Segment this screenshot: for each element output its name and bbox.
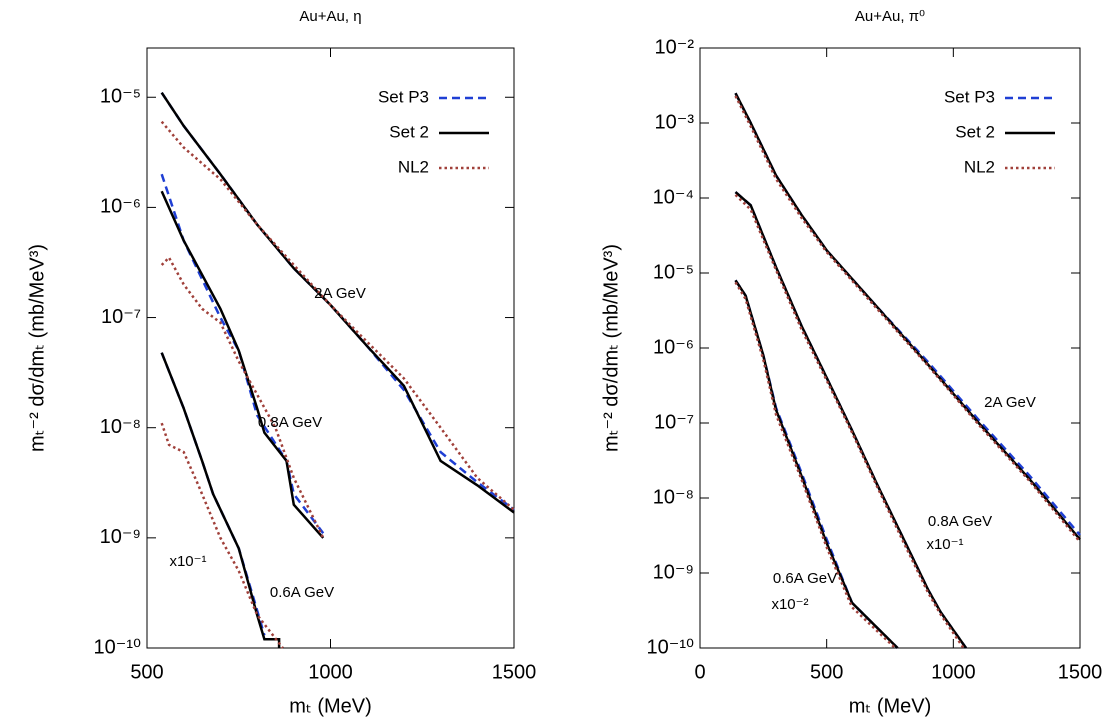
x-tick-label: 1500 [1058,661,1103,683]
data-line [160,255,325,539]
y-tick-label: 10⁻⁷ [101,306,141,328]
y-tick-label: 10⁻³ [655,111,695,133]
legend-label: Set 2 [955,122,995,141]
data-line [160,92,515,514]
data-line [734,279,899,649]
annotation: x10⁻² [771,596,808,613]
chart-title: Au+Au, η [299,8,361,25]
data-line [734,281,896,649]
y-tick-label: 10⁻² [655,36,695,58]
data-line [734,92,1081,536]
annotation: 2A GeV [314,285,366,302]
data-line [160,190,325,539]
annotation: 0.8A GeV [928,513,992,530]
y-tick-label: 10⁻⁶ [100,196,141,218]
data-line [734,191,968,649]
y-axis-label: mₜ⁻² dσ/dmₜ (mb/MeV³) [600,244,622,452]
plot-frame [146,47,515,649]
annotation: 0.8A GeV [258,414,322,431]
data-line [734,194,965,649]
legend-label: NL2 [964,157,995,176]
data-line [160,422,284,649]
annotation: 0.6A GeV [270,584,334,601]
y-tick-label: 10⁻⁸ [100,416,141,438]
annotation: x10⁻¹ [926,536,963,553]
y-tick-label: 10⁻¹⁰ [94,636,141,658]
x-tick-label: 1000 [308,661,353,683]
y-tick-label: 10⁻⁸ [653,486,694,508]
y-tick-label: 10⁻¹⁰ [647,636,694,658]
data-line [160,352,281,648]
x-axis-label: mₜ (MeV) [289,695,372,717]
data-line [734,279,899,649]
legend-label: Set P3 [378,87,429,106]
y-tick-label: 10⁻⁵ [653,261,694,283]
x-tick-label: 500 [130,661,163,683]
y-tick-label: 10⁻⁷ [654,411,694,433]
legend-label: NL2 [398,157,429,176]
plot-frame [699,47,1081,649]
x-axis-label: mₜ (MeV) [849,695,932,717]
y-tick-label: 10⁻⁴ [653,186,694,208]
legend-label: Set 2 [389,122,429,141]
data-line [160,173,325,535]
x-tick-label: 1500 [492,661,537,683]
legend-label: Set P3 [944,87,995,106]
chart-title: Au+Au, π⁰ [855,8,925,25]
y-tick-label: 10⁻⁵ [100,86,141,108]
annotation: x10⁻¹ [169,553,206,570]
y-tick-label: 10⁻⁹ [100,526,141,548]
y-axis-label: mₜ⁻² dσ/dmₜ (mb/MeV³) [26,244,48,452]
annotation: 0.6A GeV [773,570,837,587]
y-tick-label: 10⁻⁹ [653,561,694,583]
y-tick-label: 10⁻⁶ [653,336,694,358]
data-line [160,120,515,511]
annotation: 2A GeV [984,394,1036,411]
x-tick-label: 1000 [931,661,976,683]
data-line [734,191,968,649]
x-tick-label: 500 [810,661,843,683]
x-tick-label: 0 [694,661,705,683]
